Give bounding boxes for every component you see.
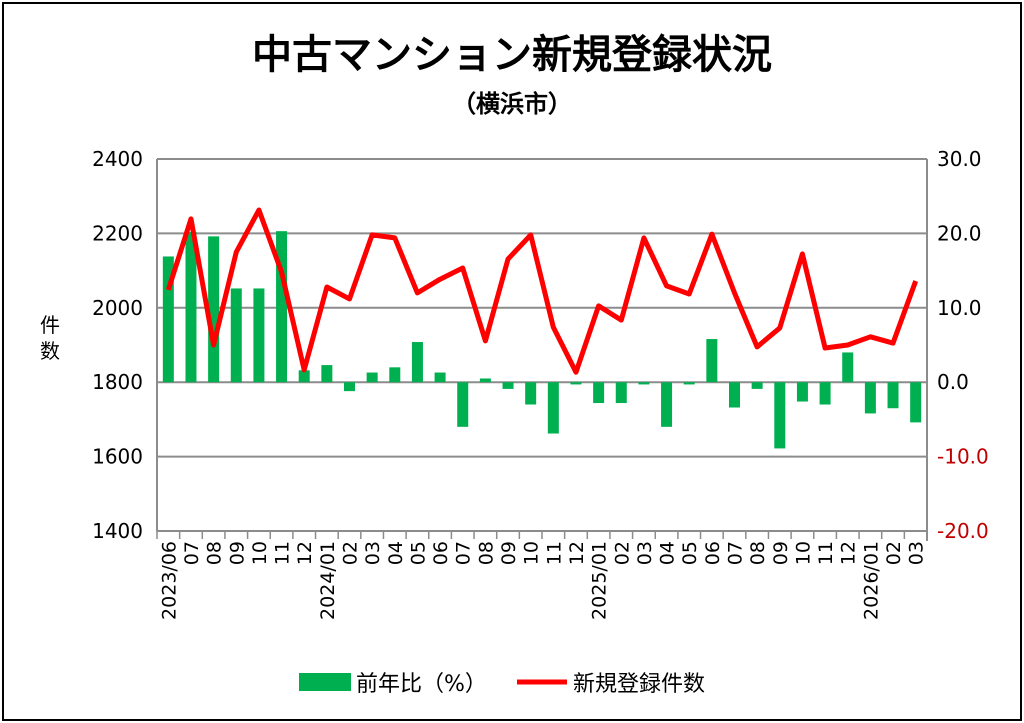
x-tick-label: 06	[702, 541, 724, 565]
bar-yoy	[638, 382, 650, 385]
bar-yoy	[819, 382, 831, 405]
x-tick-label: 07	[725, 541, 747, 565]
bar-yoy	[366, 372, 378, 383]
x-tick-label: 12	[294, 541, 316, 565]
x-tick-label: 12	[838, 541, 860, 565]
bar-yoy	[864, 382, 876, 414]
bar-yoy	[796, 382, 808, 402]
bar-yoy	[570, 382, 582, 385]
bar-yoy	[208, 236, 220, 383]
y-left-tick-label: 1400	[92, 519, 143, 543]
x-tick-label: 10	[249, 541, 271, 565]
x-tick-label: 09	[770, 541, 792, 565]
bar-yoy	[729, 382, 740, 408]
bar-yoy	[321, 365, 333, 383]
y-left-tick-label: 2200	[92, 221, 143, 245]
bar-yoy	[230, 288, 242, 383]
bar-yoy	[661, 382, 673, 427]
x-tick-label: 07	[181, 541, 203, 565]
y-left-tick-label: 2400	[92, 147, 143, 171]
x-tick-label: 03	[634, 541, 656, 565]
y-right-tick-label: 0.0	[937, 370, 969, 394]
line-new-listings	[165, 207, 919, 375]
bar-yoy	[411, 342, 423, 383]
bar-yoy	[525, 382, 537, 405]
bar-yoy	[502, 382, 514, 389]
y-axis-label: 件数	[40, 313, 60, 363]
legend-bar-swatch	[299, 673, 351, 691]
bar-yoy	[479, 378, 491, 383]
y-right-tick-label: 30.0	[937, 147, 982, 171]
bar-yoy	[276, 231, 288, 383]
x-tick-label: 10	[792, 541, 814, 565]
x-tick-label: 02	[340, 541, 362, 565]
x-tick-label: 02	[883, 541, 905, 565]
x-tick-label: 11	[272, 541, 294, 565]
x-tick-label: 11	[815, 541, 837, 565]
bar-yoy	[615, 382, 627, 404]
bar-yoy	[344, 382, 355, 392]
x-tick-label: 09	[498, 541, 520, 565]
x-tick-label: 10	[521, 541, 543, 565]
x-tick-label: 03	[362, 541, 384, 565]
bar-yoy	[457, 382, 469, 427]
x-tick-label: 11	[543, 541, 565, 565]
x-tick-label: 08	[747, 541, 769, 565]
bar-yoy	[253, 288, 265, 383]
chart-title: 中古マンション新規登録状況	[252, 32, 772, 78]
bar-yoy	[162, 256, 174, 383]
x-tick-label: 03	[906, 541, 928, 565]
y-left-tick-label: 1800	[92, 370, 143, 394]
bar-yoy	[887, 382, 899, 409]
y-right-tick-label: 10.0	[937, 296, 982, 320]
x-tick-label: 2026/01	[860, 541, 882, 620]
x-tick-label: 02	[611, 541, 633, 565]
x-tick-label: 05	[679, 541, 701, 565]
x-tick-label: 2025/01	[589, 541, 611, 620]
bar-yoy	[185, 231, 197, 383]
bar-yoy	[683, 382, 695, 385]
x-tick-label: 07	[453, 541, 475, 565]
y-left-tick-label: 2000	[92, 296, 143, 320]
x-tick-label: 04	[657, 541, 679, 565]
legend-line-label: 新規登録件数	[573, 672, 705, 697]
x-tick-label: 2024/01	[317, 541, 339, 620]
x-tick-label: 08	[204, 541, 226, 565]
legend-bar-label: 前年比（%）	[356, 672, 487, 697]
bar-yoy	[706, 339, 718, 383]
bar-yoy	[751, 382, 763, 389]
bar-yoy	[547, 382, 559, 434]
bar-yoy	[774, 382, 786, 449]
x-tick-label: 2023/06	[158, 541, 180, 620]
chart-subtitle: （横浜市）	[452, 90, 572, 118]
legend: 前年比（%） 新規登録件数	[299, 672, 705, 697]
y-right-tick-label: 20.0	[937, 221, 982, 245]
y-right-tick-label: -10.0	[937, 445, 989, 469]
bar-yoy	[910, 382, 922, 423]
x-tick-label: 12	[566, 541, 588, 565]
bar-yoy	[298, 370, 310, 383]
bar-yoy	[593, 382, 605, 404]
x-tick-label: 06	[430, 541, 452, 565]
bar-yoy	[842, 352, 854, 383]
x-tick-label: 08	[475, 541, 497, 565]
x-tick-label: 04	[385, 541, 407, 565]
x-tick-label: 05	[407, 541, 429, 565]
bar-yoy	[434, 372, 446, 383]
y-left-tick-label: 1600	[92, 445, 143, 469]
x-tick-label: 09	[226, 541, 248, 565]
y-right-tick-label: -20.0	[937, 519, 989, 543]
bar-yoy	[389, 367, 401, 383]
